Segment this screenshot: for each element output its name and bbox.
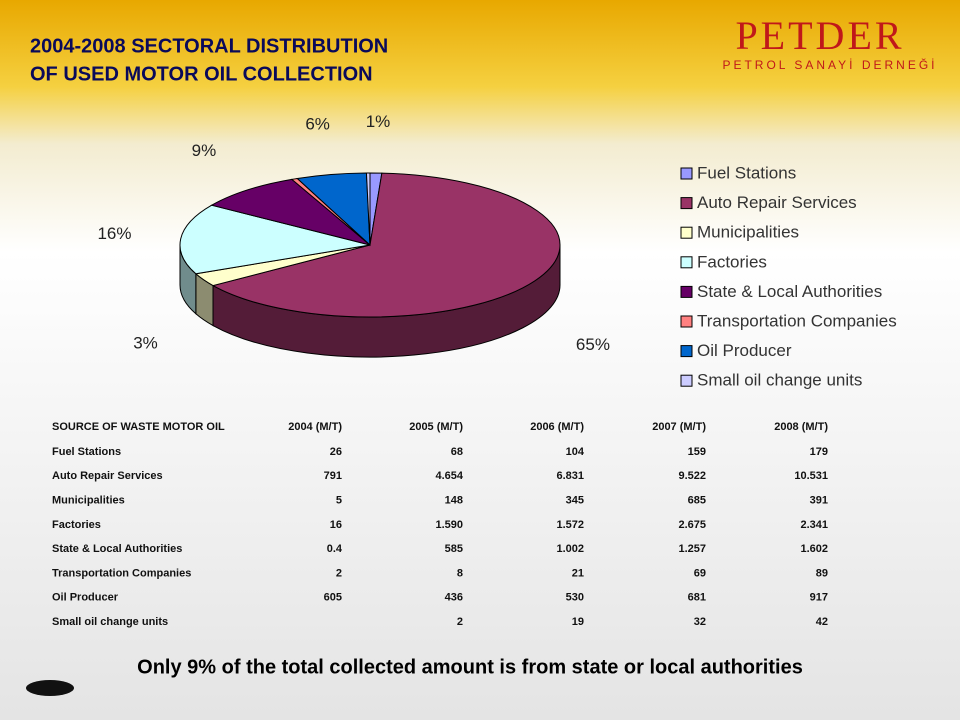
- table-cell: Transportation Companies: [52, 567, 191, 579]
- table-cell: 345: [566, 495, 584, 507]
- table-cell: 681: [688, 592, 706, 604]
- legend-label: Small oil change units: [697, 371, 862, 390]
- slice: [210, 178, 371, 246]
- legend-label: State & Local Authorities: [697, 282, 882, 301]
- table-header: 2008 (M/T): [774, 421, 828, 433]
- legend-label: Auto Repair Services: [697, 193, 857, 212]
- table-header: SOURCE OF WASTE MOTOR OIL: [52, 421, 225, 433]
- table-header: 2007 (M/T): [652, 421, 706, 433]
- table-cell: 148: [445, 495, 463, 507]
- table-cell: 1.590: [435, 519, 463, 531]
- data-label: 1%: [366, 112, 391, 131]
- slice: [211, 172, 561, 358]
- table-header: 2004 (M/T): [288, 421, 342, 433]
- table-cell: 4.654: [435, 470, 463, 482]
- table-cell: 104: [566, 446, 585, 458]
- legend-label: Factories: [697, 252, 767, 271]
- logo-name: PETDER: [735, 13, 904, 58]
- slice-top: [211, 172, 561, 318]
- legend-swatch: [680, 315, 693, 328]
- table-cell: Oil Producer: [52, 592, 119, 604]
- data-label: 6%: [305, 115, 330, 134]
- table-cell: 19: [572, 616, 584, 628]
- table-cell: 2: [336, 567, 342, 579]
- table-cell: 0.4: [327, 543, 343, 555]
- legend-label: Municipalities: [697, 223, 799, 242]
- data-label: 9%: [192, 141, 217, 160]
- table-cell: 159: [688, 446, 706, 458]
- table-cell: 436: [445, 592, 463, 604]
- table-cell: 42: [816, 616, 828, 628]
- legend-swatch: [680, 197, 693, 210]
- table-cell: 21: [572, 567, 584, 579]
- data-label: 3%: [133, 334, 158, 353]
- legend-label: Transportation Companies: [697, 311, 897, 330]
- oil-drop-icon: [26, 680, 74, 696]
- table-cell: 68: [451, 446, 463, 458]
- table-header: 2005 (M/T): [409, 421, 463, 433]
- table-cell: 5: [336, 495, 342, 507]
- table-cell: 9.522: [678, 470, 706, 482]
- table-cell: 605: [324, 592, 342, 604]
- logo-subtitle: PETROL SANAYİ DERNEĞİ: [722, 57, 937, 72]
- table-cell: 2.675: [678, 519, 706, 531]
- table-cell: 1.602: [800, 543, 828, 555]
- legend-swatch: [680, 285, 693, 298]
- table-cell: Auto Repair Services: [52, 470, 163, 482]
- table-cell: 179: [810, 446, 828, 458]
- title-line: OF USED MOTOR OIL COLLECTION: [30, 63, 373, 85]
- table-cell: Fuel Stations: [52, 446, 121, 458]
- legend-swatch: [680, 167, 693, 180]
- slice: [179, 204, 371, 315]
- slice-top: [365, 172, 371, 246]
- slice: [365, 172, 371, 246]
- legend-swatch: [680, 226, 693, 239]
- data-label: 16%: [97, 224, 131, 243]
- legend-swatch: [680, 374, 693, 387]
- table-cell: Factories: [52, 519, 101, 531]
- table-header: 2006 (M/T): [530, 421, 584, 433]
- data-label: 65%: [576, 335, 610, 354]
- table-cell: 16: [330, 519, 342, 531]
- legend-label: Fuel Stations: [697, 163, 796, 182]
- legend-label: Oil Producer: [697, 341, 792, 360]
- table-cell: 8: [457, 567, 463, 579]
- table-cell: Municipalities: [52, 495, 125, 507]
- table-cell: 89: [816, 567, 828, 579]
- title-line: 2004-2008 SECTORAL DISTRIBUTION: [30, 35, 388, 57]
- legend-swatch: [680, 256, 693, 269]
- table-cell: Small oil change units: [52, 616, 168, 628]
- table-cell: 69: [694, 567, 706, 579]
- legend-swatch: [680, 345, 693, 358]
- table-cell: 2: [457, 616, 463, 628]
- table-cell: 1.572: [556, 519, 584, 531]
- table-cell: 391: [810, 495, 828, 507]
- table-cell: 32: [694, 616, 706, 628]
- table-cell: 6.831: [556, 470, 584, 482]
- table-cell: 530: [566, 592, 584, 604]
- slice-top: [210, 178, 371, 246]
- table-cell: State & Local Authorities: [52, 543, 182, 555]
- table-cell: 791: [324, 470, 342, 482]
- table-cell: 685: [688, 495, 706, 507]
- footer: Only 9% of the total collected amount is…: [137, 656, 803, 678]
- table-cell: 1.257: [678, 543, 706, 555]
- table-cell: 1.002: [556, 543, 584, 555]
- table-cell: 26: [330, 446, 342, 458]
- slice-top: [179, 204, 371, 275]
- table-cell: 10.531: [794, 470, 828, 482]
- table-cell: 585: [445, 543, 463, 555]
- table-cell: 2.341: [800, 519, 828, 531]
- table-cell: 917: [810, 592, 828, 604]
